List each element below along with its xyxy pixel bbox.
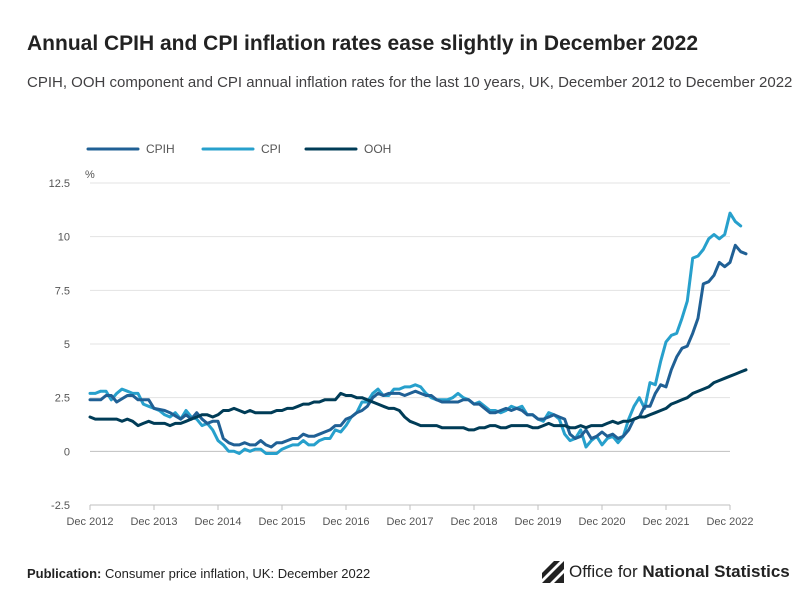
publication-link[interactable]: Consumer price inflation, UK: December 2… [105,566,371,581]
ons-logo-text: Office for National Statistics [569,562,790,581]
y-axis-unit-label: % [85,169,95,181]
y-tick-label: -2.5 [51,500,70,512]
y-tick-label: 7.5 [55,285,70,297]
x-tick-label: Dec 2016 [322,516,369,528]
chart-title: Annual CPIH and CPI inflation rates ease… [27,32,699,55]
x-tick-label: Dec 2018 [450,516,497,528]
x-tick-label: Dec 2013 [130,516,177,528]
x-tick-label: Dec 2014 [194,516,241,528]
x-tick-label: Dec 2021 [642,516,689,528]
publication-label: Publication: [27,566,102,581]
series-line-cpih [88,243,748,449]
y-tick-label: 2.5 [55,393,70,405]
x-tick-label: Dec 2020 [578,516,625,528]
line-chart: -2.5 0 2.5 5 7.5 10 12.5% Dec 2012 Dec 2013 Dec 2… [49,142,754,528]
publication-footer: Publication: Consumer price inflation, U… [27,566,370,581]
series-line-cpi [88,211,743,455]
y-tick-label: 12.5 [49,178,70,190]
series-line-ooh [88,368,748,432]
x-tick-label: Dec 2019 [514,516,561,528]
x-tick-label: Dec 2012 [66,516,113,528]
y-tick-label: 10 [58,232,70,244]
ons-logo-icon [542,561,564,583]
x-tick-label: Dec 2017 [386,516,433,528]
chart-subtitle: CPIH, OOH component and CPI annual infla… [27,74,793,91]
legend-label-cpih: CPIH [146,142,175,156]
legend-label-cpi: CPI [261,142,281,156]
y-tick-label: 0 [64,446,70,458]
legend-label-ooh: OOH [364,142,391,156]
x-tick-label: Dec 2022 [706,516,753,528]
x-tick-label: Dec 2015 [258,516,305,528]
y-tick-label: 5 [64,339,70,351]
ons-logo[interactable]: Office for National Statistics [542,560,790,584]
